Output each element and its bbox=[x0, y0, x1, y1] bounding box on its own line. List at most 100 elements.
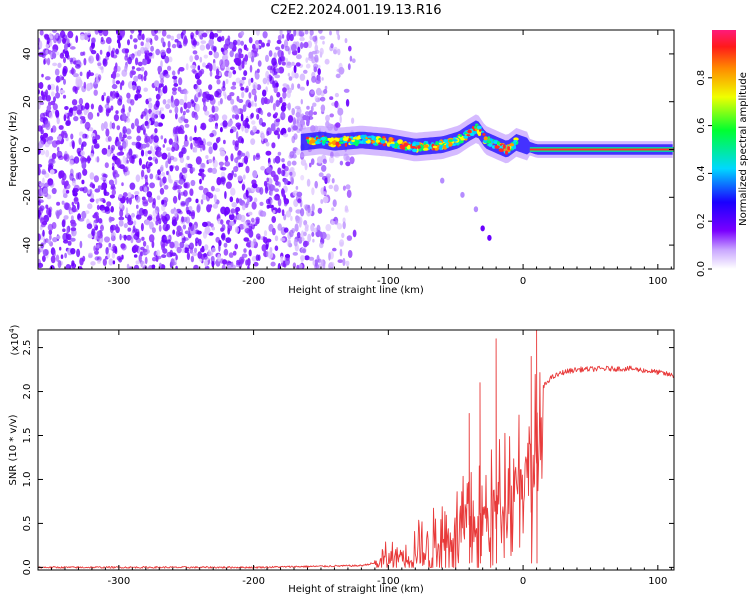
spectrogram-noise-speck bbox=[70, 133, 74, 140]
spectrogram-noise-speck bbox=[241, 76, 247, 81]
spectrogram-noise-speck bbox=[252, 43, 256, 50]
spectrogram-noise-speck bbox=[179, 156, 185, 164]
spectrogram-noise-speck bbox=[297, 113, 302, 122]
spectrogram-noise-speck bbox=[259, 201, 264, 206]
spectrogram-signal-core bbox=[498, 148, 504, 153]
spectrogram-noise-speck bbox=[206, 141, 213, 147]
spectrogram-noise-speck bbox=[78, 137, 82, 145]
spectrogram-noise-speck bbox=[141, 33, 145, 41]
spectrogram-noise-speck bbox=[174, 106, 179, 114]
spectrogram-noise-speck bbox=[241, 79, 244, 86]
spectrogram-noise-speck bbox=[183, 118, 189, 124]
spectrogram-signal-core bbox=[325, 141, 329, 144]
spectrogram-noise-speck bbox=[216, 177, 222, 186]
spectrogram-signal-core bbox=[507, 146, 511, 151]
spectrogram-noise-speck bbox=[44, 182, 49, 188]
spectrogram-noise-speck bbox=[189, 247, 194, 254]
spectrogram-noise-speck bbox=[270, 170, 276, 178]
spectrogram-noise-speck bbox=[104, 162, 109, 169]
spectrogram-noise-speck bbox=[79, 71, 83, 77]
spectrogram-noise-speck bbox=[62, 218, 66, 225]
spectrogram-noise-speck bbox=[161, 254, 167, 258]
spectrogram-signal-core bbox=[350, 142, 354, 145]
spectrogram-noise-speck bbox=[91, 145, 94, 152]
spectrogram-noise-speck bbox=[270, 184, 276, 191]
spectrogram-noise-speck bbox=[38, 248, 41, 255]
spectrogram-noise-speck bbox=[81, 179, 85, 185]
spectrogram-noise-speck bbox=[240, 86, 245, 91]
spectrogram-noise-speck bbox=[255, 233, 261, 240]
spectrogram-noise-speck bbox=[95, 244, 100, 249]
spectrogram-noise-speck bbox=[303, 231, 307, 237]
spectrogram-noise-speck bbox=[324, 85, 328, 90]
spectrogram-signal-core bbox=[342, 137, 349, 142]
spectrogram-noise-speck bbox=[78, 218, 85, 222]
spectrogram-noise-speck bbox=[142, 123, 145, 129]
spectrogram-noise-speck bbox=[131, 122, 135, 130]
spectrogram-noise-speck bbox=[111, 162, 115, 167]
spectrogram-noise-speck bbox=[118, 216, 125, 221]
spectrogram-noise-speck bbox=[219, 150, 226, 157]
spectrogram-noise-speck bbox=[334, 220, 339, 226]
spectrogram-noise-speck bbox=[101, 182, 108, 190]
spectrogram-noise-speck bbox=[183, 139, 189, 147]
spectrogram-noise-speck bbox=[234, 143, 239, 151]
spectrogram-noise-speck bbox=[217, 253, 221, 262]
spectrogram-signal-core bbox=[488, 143, 493, 147]
spectrogram-noise-speck bbox=[344, 38, 348, 44]
spectrogram-noise-speck bbox=[243, 248, 247, 253]
colorbar-tick-label: 0.2 bbox=[696, 213, 707, 229]
spectrogram-noise-speck bbox=[116, 125, 121, 131]
snr-y-multiplier: (x104) bbox=[8, 324, 21, 355]
spectrogram-noise-speck bbox=[262, 77, 268, 85]
spectrogram-signal-core bbox=[365, 136, 369, 140]
spectrogram-noise-speck bbox=[122, 113, 127, 122]
snr-panel: -300 -200 -100 0 100 0.0 0.5 1.0 1.5 2.0 2.5 Heig… bbox=[8, 324, 675, 595]
spectrogram-noise-speck bbox=[96, 204, 100, 210]
spectrogram-noise-speck bbox=[46, 194, 52, 200]
spectrogram-noise-speck bbox=[98, 197, 103, 202]
spectrogram-noise-speck bbox=[210, 185, 215, 192]
spectrogram-noise-speck bbox=[220, 234, 226, 240]
spectrogram-signal-core bbox=[412, 148, 418, 153]
spectrogram-noise-speck bbox=[238, 52, 241, 60]
spectrogram-noise-speck bbox=[65, 264, 71, 269]
spectrogram-noise-speck bbox=[193, 84, 198, 90]
spectrogram-noise-speck bbox=[89, 198, 95, 203]
spectrogram-noise-speck bbox=[251, 100, 255, 108]
spectrogram-noise-speck bbox=[263, 138, 268, 144]
spectrogram-noise-speck bbox=[269, 76, 274, 85]
spectrogram-noise-speck bbox=[311, 203, 315, 212]
spectrogram-noise-speck bbox=[267, 39, 271, 44]
spectrogram-noise-speck bbox=[212, 142, 218, 151]
spectrogram-noise-speck bbox=[312, 238, 315, 243]
spectrogram-noise-speck bbox=[112, 248, 116, 253]
spectrogram-noise-speck bbox=[192, 70, 198, 75]
spectrogram-noise-speck bbox=[45, 149, 50, 158]
spectrogram-noise-speck bbox=[72, 73, 79, 78]
spectrogram-noise-speck bbox=[166, 47, 172, 54]
spectrogram-noise-speck bbox=[49, 265, 55, 269]
spectrogram-y-tick-label: -20 bbox=[22, 189, 33, 205]
spectrogram-noise-speck bbox=[136, 67, 142, 72]
spectrogram-noise-speck bbox=[73, 156, 80, 164]
spectrogram-noise-speck bbox=[142, 209, 148, 217]
spectrogram-noise-speck bbox=[72, 105, 78, 111]
spectrogram-noise-speck bbox=[299, 263, 303, 269]
spectrogram-noise-speck bbox=[310, 223, 315, 232]
spectrogram-noise-speck bbox=[272, 80, 279, 88]
spectrogram-noise-speck bbox=[203, 253, 208, 260]
spectrogram-noise-speck bbox=[339, 160, 344, 166]
spectrogram-noise-speck bbox=[78, 97, 84, 106]
spectrogram-noise-speck bbox=[307, 204, 311, 214]
spectrogram-noise-speck bbox=[229, 92, 235, 97]
spectrogram-noise-speck bbox=[127, 227, 132, 232]
spectrogram-noise-speck bbox=[155, 48, 161, 56]
spectrogram-noise-speck bbox=[293, 30, 297, 37]
spectrogram-noise-speck bbox=[250, 112, 254, 119]
spectrogram-noise-speck bbox=[305, 63, 311, 69]
spectrogram-noise-speck bbox=[216, 68, 220, 77]
spectrogram-noise-speck bbox=[144, 182, 149, 186]
spectrogram-noise-speck bbox=[217, 36, 222, 42]
spectrogram-noise-speck bbox=[169, 241, 175, 249]
